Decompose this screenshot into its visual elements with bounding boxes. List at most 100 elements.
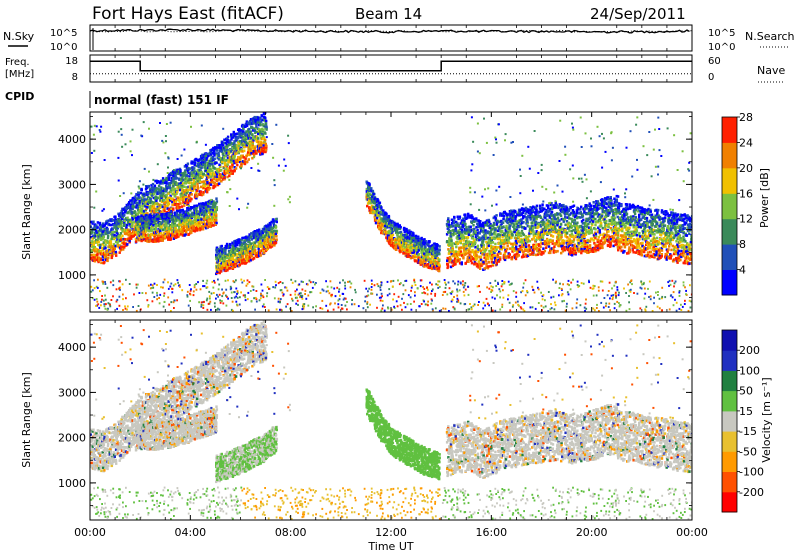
power-point: [438, 267, 440, 270]
freq-unit-label: [MHz]: [5, 69, 34, 80]
power-point: [193, 179, 195, 182]
power-point: [176, 177, 178, 180]
power-point: [154, 185, 156, 188]
power-point: [448, 244, 450, 247]
power-point: [215, 222, 217, 225]
power-point: [103, 261, 105, 264]
power-point: [276, 221, 278, 224]
power-point: [260, 254, 262, 257]
power-point: [222, 152, 224, 155]
power-point: [170, 238, 172, 241]
power-point: [211, 213, 213, 216]
power-point: [264, 139, 266, 142]
power-point: [205, 167, 207, 170]
power-point: [220, 169, 222, 172]
cpid-label: CPID: [5, 90, 34, 103]
beam-label: Beam 14: [355, 5, 422, 23]
power-point: [172, 208, 174, 211]
noise-panel: N.Sky 10^5 10^0 10^5 10^0 N.Search: [3, 25, 795, 53]
power-point: [378, 202, 380, 205]
freq-line: [90, 61, 692, 71]
power-point: [446, 263, 448, 266]
power-point: [112, 219, 114, 222]
power-point: [99, 244, 101, 247]
power-point: [194, 170, 196, 173]
power-point: [220, 180, 222, 183]
power-point: [400, 226, 402, 229]
power-point: [179, 189, 181, 192]
freq-tick-hi: 18: [65, 56, 78, 67]
power-point: [209, 187, 211, 190]
power-point: [107, 257, 109, 260]
noise-panel-frame: [90, 25, 692, 51]
power-point: [176, 191, 178, 194]
power-point: [206, 181, 208, 184]
power-point: [116, 230, 118, 233]
power-point: [168, 203, 170, 206]
power-point: [242, 237, 244, 240]
power-point: [370, 187, 372, 190]
power-point: [197, 163, 199, 166]
power-point: [168, 177, 170, 180]
power-point: [126, 217, 128, 220]
power-point: [209, 170, 211, 173]
power-point: [221, 245, 223, 248]
power-point: [152, 224, 154, 227]
power-point: [276, 238, 278, 241]
power-point: [203, 173, 205, 176]
power-point: [200, 190, 202, 193]
power-point: [388, 215, 390, 218]
power-point: [210, 183, 212, 186]
power-point: [203, 180, 205, 183]
power-point: [138, 196, 140, 199]
power-point: [369, 212, 371, 215]
power-point: [275, 226, 277, 229]
power-point: [172, 185, 174, 188]
power-point: [264, 116, 266, 119]
power-point: [216, 149, 218, 152]
power-point: [182, 194, 184, 197]
power-point: [388, 230, 390, 233]
power-point: [100, 262, 102, 265]
power-point: [109, 250, 111, 253]
power-point: [220, 270, 222, 273]
power-point: [248, 158, 250, 161]
power-point: [146, 206, 148, 209]
power-point: [93, 254, 95, 257]
power-point: [140, 214, 142, 217]
power-point: [201, 176, 203, 179]
power-point: [234, 133, 236, 136]
power-point: [107, 235, 109, 238]
power-point: [431, 255, 433, 258]
power-point: [368, 183, 370, 186]
power-point: [192, 167, 194, 170]
power-point: [438, 253, 440, 256]
power-point: [412, 234, 414, 237]
power-point: [114, 247, 116, 250]
freq-panel: Freq. [MHz] 18 8 60 0 Nave: [5, 55, 785, 83]
power-point: [185, 196, 187, 199]
power-point: [127, 206, 129, 209]
freq-tick-lo: 8: [72, 72, 78, 83]
power-point: [103, 235, 105, 238]
power-point: [372, 193, 374, 196]
power-point: [254, 147, 256, 150]
power-point: [230, 169, 232, 172]
power-point: [418, 253, 420, 256]
power-point: [438, 258, 440, 261]
power-point: [227, 163, 229, 166]
power-point: [438, 264, 440, 267]
power-point: [236, 164, 238, 167]
power-point: [385, 213, 387, 216]
power-point: [215, 211, 217, 214]
nsearch-label: N.Search: [745, 30, 795, 43]
power-point: [122, 242, 124, 245]
power-point: [259, 124, 261, 127]
power-point: [261, 115, 263, 118]
power-point: [250, 242, 252, 245]
power-point: [211, 163, 213, 166]
power-point: [375, 222, 377, 225]
power-point: [265, 149, 267, 152]
power-point: [123, 223, 125, 226]
